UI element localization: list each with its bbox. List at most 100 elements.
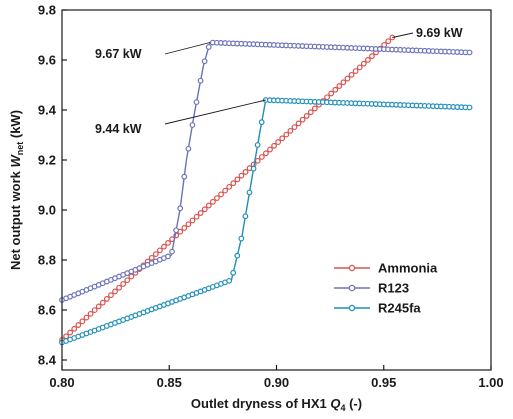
data-point-r123 [177, 205, 184, 212]
data-point-ammonia [95, 303, 102, 310]
data-point-ammonia [356, 64, 363, 71]
data-point-ammonia [63, 333, 69, 340]
data-point-r123 [165, 253, 171, 260]
data-point-ammonia [148, 254, 155, 261]
data-point-r123 [197, 77, 204, 84]
data-point-r245fa [242, 213, 249, 220]
data-point-ammonia [258, 154, 265, 160]
data-point-ammonia [91, 307, 98, 314]
legend-label: R123 [378, 281, 409, 296]
legend-swatch-marker [348, 264, 356, 272]
data-point-ammonia [156, 247, 163, 254]
x-axis-label: Outlet dryness of HX1 Q4 (-) [191, 396, 362, 413]
annotation-leader [392, 32, 414, 38]
data-point-r123 [201, 58, 208, 65]
data-point-ammonia [307, 109, 314, 116]
legend-item: Ammonia [334, 261, 438, 276]
data-point-ammonia [71, 325, 78, 332]
series-ammonia [59, 34, 396, 343]
x-tick-label: 0.80 [49, 375, 74, 390]
data-point-ammonia [348, 71, 355, 78]
data-point-r245fa [234, 252, 241, 259]
data-point-ammonia [283, 131, 290, 138]
y-tick-label: 9.2 [38, 153, 56, 168]
y-tick-label: 9.4 [38, 103, 57, 118]
data-point-ammonia [189, 217, 196, 224]
data-point-ammonia [340, 79, 347, 86]
data-point-ammonia [344, 75, 351, 82]
data-point-ammonia [385, 38, 392, 45]
data-point-ammonia [181, 225, 188, 231]
data-point-ammonia [103, 296, 110, 302]
data-point-r123 [169, 248, 175, 255]
data-point-ammonia [295, 120, 302, 127]
data-point-r123 [466, 49, 473, 56]
annotation-label: 9.44 kW [95, 122, 142, 136]
data-point-ammonia [201, 206, 208, 213]
data-point-r245fa [250, 165, 257, 172]
legend-item: R123 [334, 281, 409, 296]
data-point-r123 [173, 227, 180, 234]
x-tick-label: 0.90 [264, 375, 289, 390]
annotations: 9.67 kW 9.44 kW 9.69 kW [95, 26, 463, 136]
data-point-ammonia [230, 180, 237, 187]
data-point-ammonia [67, 329, 74, 336]
data-point-ammonia [364, 57, 371, 63]
data-point-ammonia [303, 113, 310, 119]
data-point-ammonia [324, 94, 330, 101]
data-point-r123 [205, 44, 212, 50]
data-point-ammonia [197, 210, 204, 216]
data-point-ammonia [332, 86, 339, 93]
plot-area [59, 34, 473, 346]
data-point-ammonia [360, 60, 367, 67]
data-point-ammonia [238, 172, 245, 179]
data-point-r245fa [226, 277, 233, 284]
annotation-label: 9.69 kW [416, 26, 463, 40]
x-tick-label: 1.00 [478, 375, 503, 390]
data-point-ammonia [311, 105, 318, 112]
data-point-r245fa [230, 269, 237, 276]
x-tick-label: 0.95 [371, 375, 396, 390]
data-point-ammonia [116, 284, 122, 291]
data-point-ammonia [209, 198, 216, 205]
data-point-r123 [189, 122, 196, 128]
data-point-ammonia [99, 299, 106, 306]
data-point-ammonia [108, 292, 114, 299]
data-point-ammonia [218, 191, 224, 198]
y-tick-label: 8.6 [38, 303, 56, 318]
data-point-ammonia [328, 90, 335, 97]
data-point-ammonia [193, 213, 200, 220]
data-point-ammonia [254, 157, 261, 164]
data-point-r123 [181, 173, 188, 180]
data-point-ammonia [226, 183, 233, 190]
data-point-ammonia [352, 68, 359, 75]
data-point-ammonia [214, 195, 220, 201]
data-point-r123 [193, 99, 200, 106]
legend-swatch-marker [348, 284, 356, 292]
annotation-label: 9.67 kW [95, 47, 142, 61]
data-point-ammonia [242, 169, 249, 175]
y-tick-label: 9.8 [38, 3, 56, 18]
y-tick-label: 9.0 [38, 203, 56, 218]
data-point-ammonia [287, 127, 294, 134]
data-point-ammonia [291, 124, 298, 131]
data-point-r245fa [238, 235, 245, 242]
data-point-ammonia [128, 273, 135, 280]
data-point-r245fa [254, 142, 261, 148]
data-point-r123 [185, 145, 192, 152]
data-point-ammonia [152, 251, 159, 258]
data-point-ammonia [87, 310, 94, 317]
data-point-r245fa [258, 119, 265, 126]
data-point-ammonia [299, 116, 306, 123]
data-point-ammonia [185, 221, 192, 228]
legend-item: R245fa [334, 301, 421, 316]
data-point-ammonia [279, 135, 286, 142]
y-tick-label: 8.4 [38, 353, 57, 368]
x-tick-label: 0.85 [157, 375, 182, 390]
data-point-ammonia [124, 277, 131, 284]
data-point-ammonia [267, 146, 273, 153]
y-tick-label: 9.6 [38, 53, 56, 68]
data-point-ammonia [234, 176, 241, 183]
data-point-ammonia [271, 142, 277, 149]
